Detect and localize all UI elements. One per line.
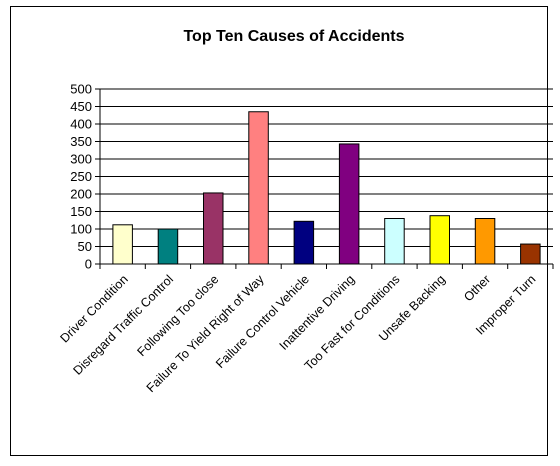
bar [429, 215, 450, 265]
y-tick-label: 100 [70, 222, 92, 237]
y-tick-label: 0 [85, 257, 92, 272]
y-tick-label: 250 [70, 169, 92, 184]
bar [474, 218, 496, 265]
bar [338, 143, 360, 265]
x-tick-label: Other [461, 272, 493, 304]
bar [293, 220, 315, 265]
y-tick-label: 350 [70, 134, 92, 149]
bar [112, 224, 133, 265]
x-tick-label: Following Too close [134, 272, 221, 359]
y-tick-label: 50 [78, 239, 92, 254]
y-tick-label: 200 [70, 187, 92, 202]
bar [203, 192, 224, 265]
bar [384, 218, 405, 265]
bar [157, 228, 179, 265]
bars-layer [112, 111, 541, 265]
y-tick-label: 300 [70, 152, 92, 167]
bar [248, 111, 269, 265]
y-tick-label: 450 [70, 99, 92, 114]
axis-layer [95, 88, 554, 269]
bar [520, 243, 541, 265]
y-tick-label: 500 [70, 82, 92, 97]
y-tick-label: 400 [70, 117, 92, 132]
y-tick-label: 150 [70, 204, 92, 219]
y-tick-labels: 0 50 100 150 200 250 300 350 400 450 500 [70, 82, 92, 272]
chart-title: Top Ten Causes of Accidents [183, 28, 404, 45]
